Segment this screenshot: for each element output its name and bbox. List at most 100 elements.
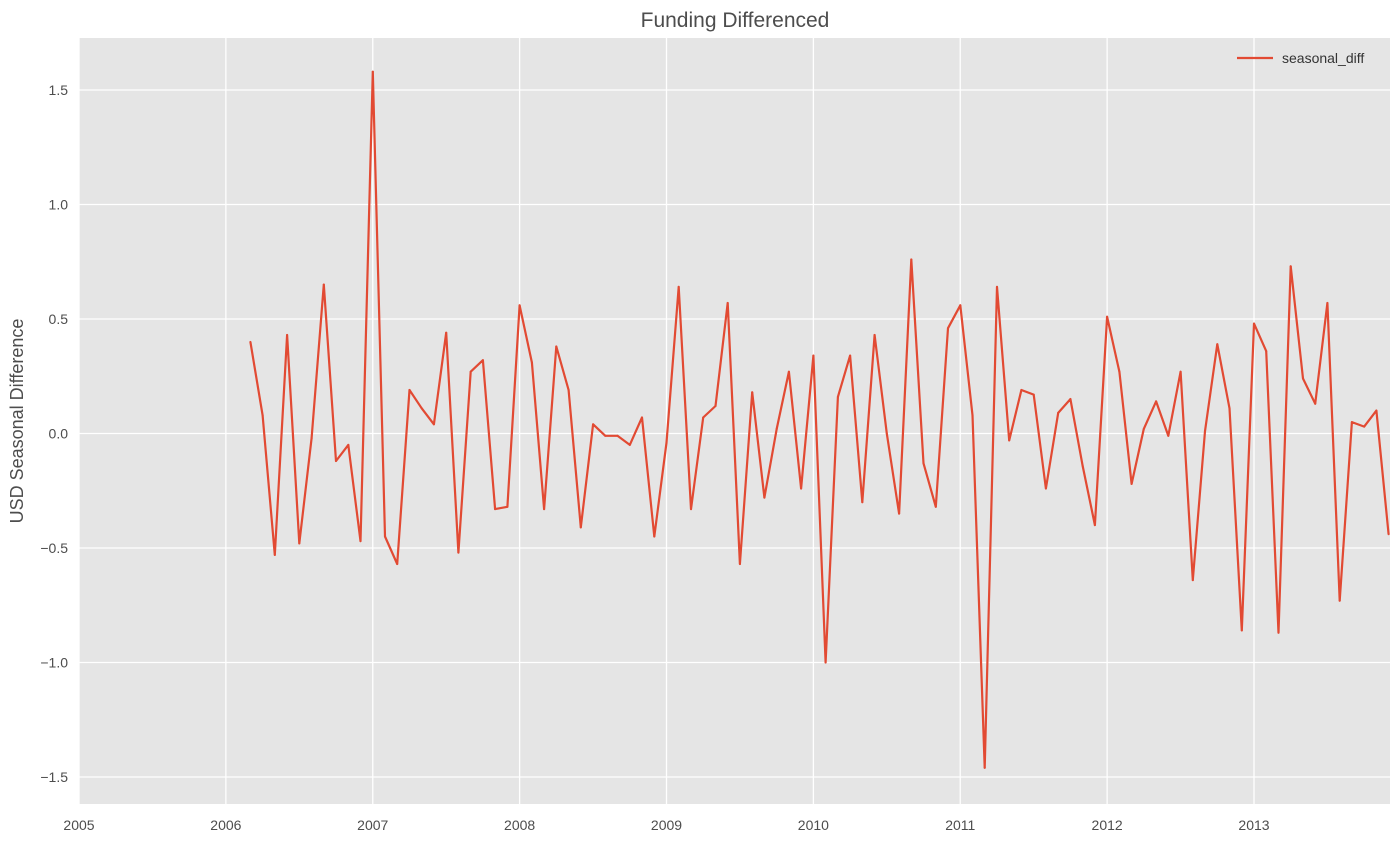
x-tick-label: 2006 (210, 817, 241, 833)
data-point (885, 432, 888, 435)
data-point (457, 551, 460, 554)
data-point (641, 416, 643, 419)
data-point (1363, 425, 1366, 428)
data-point (861, 501, 864, 504)
data-point (947, 327, 949, 330)
data-point (1338, 599, 1341, 602)
x-tick-label: 2010 (798, 817, 829, 833)
data-point (751, 391, 754, 394)
data-point (959, 304, 962, 307)
data-point (1142, 427, 1145, 430)
data-point (396, 563, 399, 565)
y-tick-label: 1.0 (49, 197, 69, 213)
data-point (665, 441, 668, 444)
data-point (1314, 402, 1317, 405)
x-tick-label: 2009 (651, 817, 682, 833)
data-point (898, 512, 901, 515)
data-point (506, 505, 509, 508)
data-point (616, 434, 619, 437)
data-point (298, 542, 301, 545)
data-point (849, 354, 852, 357)
data-point (1204, 430, 1206, 433)
x-tick-label: 2011 (945, 817, 975, 833)
data-point (1302, 377, 1304, 380)
data-point (653, 535, 656, 538)
data-point (261, 414, 264, 417)
data-point (1240, 629, 1243, 632)
data-point (322, 283, 325, 286)
data-point (1008, 439, 1011, 442)
data-point (1167, 434, 1170, 437)
data-point (1069, 398, 1072, 401)
data-point (555, 345, 558, 348)
data-point (714, 405, 717, 407)
plot-area (79, 38, 1390, 804)
data-point (1057, 411, 1060, 414)
data-point (1326, 302, 1329, 304)
data-point (371, 70, 374, 73)
data-point (445, 331, 448, 334)
y-tick-labels: 1.5 1.0 0.5 0.0 −0.5 −1.0 −1.5 (40, 82, 68, 785)
y-axis-title: USD Seasonal Difference (7, 319, 27, 524)
data-point (1253, 322, 1255, 325)
data-point (249, 340, 252, 343)
data-point (775, 427, 778, 430)
data-point (1032, 393, 1035, 396)
data-point (922, 462, 925, 465)
data-point (530, 361, 533, 364)
data-point (1387, 533, 1390, 536)
series-line-seasonal-diff (249, 70, 1390, 769)
data-point (273, 553, 276, 556)
data-point (1118, 370, 1121, 373)
x-tick-label: 2008 (504, 817, 535, 833)
data-point (359, 540, 362, 543)
data-point (726, 302, 729, 304)
data-point (335, 460, 337, 462)
data-point (800, 487, 803, 490)
y-tick-label: 0.5 (49, 311, 69, 327)
data-point (1277, 631, 1280, 634)
data-point (1265, 350, 1268, 353)
data-points (249, 70, 1390, 769)
y-tick-label: 0.0 (49, 426, 69, 442)
y-tick-label: 1.5 (49, 82, 69, 98)
data-point (836, 395, 839, 398)
data-point (1216, 343, 1219, 346)
x-tick-label: 2012 (1092, 817, 1123, 833)
legend: seasonal_diff (1237, 50, 1364, 66)
data-point (812, 354, 815, 357)
data-point (983, 766, 986, 769)
y-tick-label: −0.5 (40, 540, 68, 556)
data-point (286, 334, 289, 336)
data-point (592, 423, 595, 426)
data-point (996, 285, 998, 288)
data-point (543, 508, 546, 511)
legend-label: seasonal_diff (1282, 50, 1364, 66)
data-point (579, 526, 582, 529)
data-point (934, 505, 937, 508)
data-point (910, 258, 913, 261)
y-tick-label: −1.0 (40, 655, 68, 671)
data-point (738, 563, 741, 565)
data-point (1130, 482, 1133, 485)
data-point (347, 443, 350, 446)
data-point (1289, 265, 1292, 268)
data-point (408, 389, 411, 391)
data-point (384, 535, 386, 538)
data-point (1093, 524, 1096, 527)
y-tick-label: −1.5 (40, 769, 68, 785)
x-tick-label: 2005 (63, 817, 94, 833)
data-point (1179, 370, 1182, 373)
data-point (420, 407, 423, 410)
data-point (1044, 487, 1047, 490)
data-point (310, 437, 313, 440)
data-point (1350, 421, 1353, 424)
data-point (1155, 400, 1158, 403)
data-point (1020, 389, 1023, 391)
data-point (971, 414, 974, 417)
data-point (1081, 464, 1084, 467)
data-point (677, 285, 680, 288)
x-tick-labels: 2005 2006 2007 2008 2009 2010 2011 2012 2013 (63, 817, 1269, 833)
x-tick-label: 2013 (1238, 817, 1269, 833)
